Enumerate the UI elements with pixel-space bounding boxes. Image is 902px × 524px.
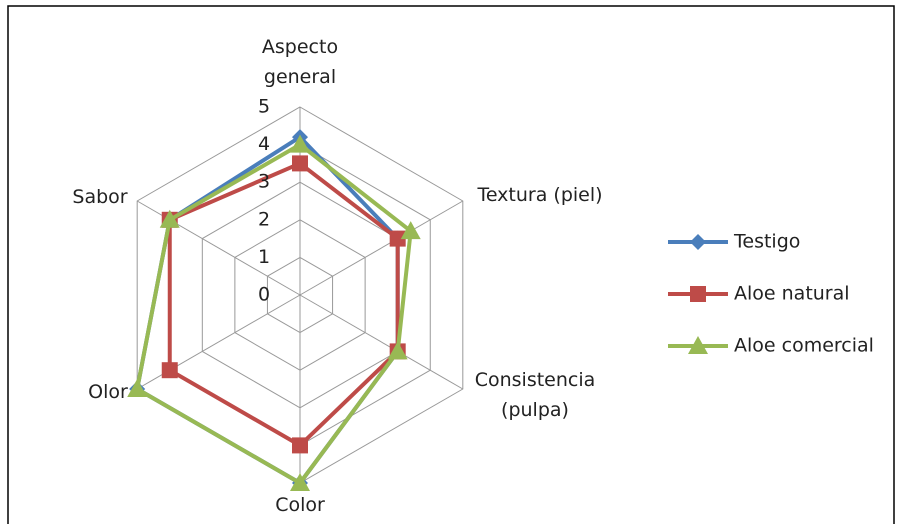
data-point — [389, 230, 406, 247]
legend-marker — [690, 234, 706, 250]
tick-label: 0 — [258, 284, 270, 306]
legend-label: Aloe natural — [734, 283, 850, 305]
axis-label: Sabor — [72, 186, 128, 208]
spoke — [299, 200, 464, 296]
data-point — [290, 473, 310, 491]
data-point — [400, 221, 421, 240]
axis-label: Olor — [88, 381, 128, 403]
data-point — [290, 134, 310, 153]
legend-label: Aloe comercial — [734, 335, 874, 357]
tick-label: 1 — [258, 246, 270, 268]
data-point — [159, 209, 180, 228]
data-point — [127, 379, 148, 397]
legend-marker — [688, 336, 708, 354]
legend-label: Testigo — [733, 231, 800, 253]
axis-label: Color — [275, 494, 325, 516]
axis-label: Consistencia (pulpa) — [474, 369, 596, 421]
axis-label: Textura (piel) — [477, 184, 603, 206]
tick-label: 5 — [258, 96, 270, 118]
tick-label: 3 — [258, 171, 270, 193]
legend-marker — [690, 286, 706, 302]
spoke — [299, 294, 464, 390]
data-point — [292, 155, 308, 172]
data-point — [161, 362, 178, 379]
data-point — [387, 341, 408, 360]
tick-label: 4 — [258, 133, 270, 155]
tick-label: 2 — [258, 208, 270, 230]
data-point — [292, 437, 308, 454]
border — [7, 5, 895, 524]
axis-label: Aspecto general — [261, 36, 339, 88]
